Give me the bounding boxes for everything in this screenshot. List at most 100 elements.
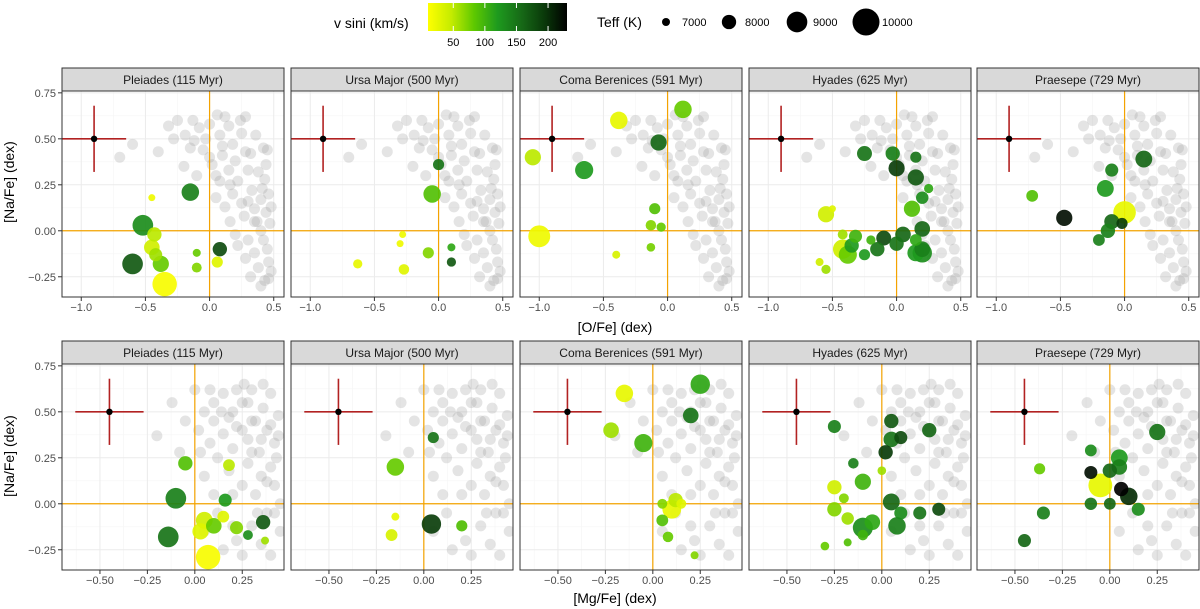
background-point	[885, 470, 897, 482]
x-tick-label: −1.0	[528, 302, 550, 314]
background-point	[486, 234, 498, 246]
star-point	[1113, 201, 1136, 224]
background-point	[246, 520, 258, 532]
background-point	[217, 428, 229, 440]
background-point	[488, 173, 500, 185]
star-point	[1084, 497, 1098, 511]
background-point	[1172, 402, 1184, 414]
background-point	[878, 170, 890, 182]
star-point	[894, 431, 908, 445]
star-point	[1131, 502, 1145, 516]
background-point	[471, 195, 483, 207]
star-point	[903, 200, 921, 217]
star-point	[854, 473, 871, 490]
error-bar-center	[548, 135, 556, 143]
teff-legend-circle	[662, 18, 670, 26]
background-point	[1178, 273, 1190, 285]
background-point	[1179, 217, 1191, 229]
x-tick-label: 0.5	[495, 302, 510, 314]
star-point	[261, 536, 270, 545]
background-point	[1157, 457, 1169, 469]
background-point	[224, 216, 236, 228]
background-point	[685, 188, 697, 200]
x-tick-label: 0.5	[1181, 302, 1196, 314]
background-point	[662, 384, 674, 396]
star-point	[122, 253, 143, 275]
star-point	[192, 523, 209, 540]
background-point	[704, 415, 716, 427]
background-point	[259, 274, 271, 286]
background-point	[723, 419, 735, 431]
background-point	[937, 415, 949, 427]
star-point	[1096, 180, 1114, 197]
background-point	[675, 428, 687, 440]
background-point	[672, 175, 684, 187]
background-point	[1172, 142, 1184, 154]
background-point	[1127, 452, 1139, 464]
background-point	[948, 507, 960, 519]
background-point	[1086, 114, 1098, 126]
panel-border	[976, 363, 1200, 571]
background-point	[1157, 195, 1169, 207]
background-point	[227, 138, 239, 150]
background-points	[380, 378, 513, 561]
background-point	[903, 140, 915, 152]
background-point	[231, 384, 243, 396]
star-point	[149, 248, 163, 262]
star-point	[682, 407, 699, 424]
background-point	[174, 446, 186, 458]
background-point	[700, 457, 712, 469]
x-tick-label: −0.5	[822, 302, 844, 314]
background-point	[460, 384, 472, 396]
background-point	[1151, 127, 1163, 139]
star-point	[192, 248, 201, 257]
star-point	[218, 493, 232, 507]
error-bar-center	[777, 135, 785, 143]
reference-lines	[62, 91, 284, 297]
background-point	[479, 415, 491, 427]
background-point	[1094, 415, 1106, 427]
background-point	[437, 415, 449, 427]
background-point	[1180, 265, 1192, 277]
background-point	[700, 164, 712, 176]
background-point	[263, 188, 275, 200]
background-point	[231, 535, 243, 547]
star-point	[148, 194, 156, 202]
background-point	[948, 243, 960, 255]
background-point	[467, 210, 479, 222]
error-bar-center	[319, 135, 327, 143]
background-point	[261, 424, 273, 436]
background-point	[1180, 549, 1192, 561]
background-point	[914, 443, 926, 455]
facet-row-Mg: −0.25 0.00 0.25 0.50 0.75 Pleiades (115 Myr) −…	[28, 340, 1200, 587]
background-point	[895, 397, 907, 409]
star-point	[423, 185, 441, 203]
background-point	[910, 411, 922, 423]
background-point	[380, 430, 392, 442]
background-point	[942, 194, 954, 206]
background-point	[901, 129, 913, 141]
panel-border	[748, 363, 972, 571]
background-point	[1094, 129, 1106, 141]
background-point	[446, 387, 458, 399]
star-point	[848, 458, 859, 469]
star-point	[230, 521, 244, 535]
background-point	[952, 265, 964, 277]
background-point	[933, 415, 945, 427]
background-point	[1171, 182, 1183, 194]
star-points	[157, 456, 271, 570]
background-point	[700, 397, 712, 409]
facet-label: Coma Berenices (591 Myr)	[559, 73, 702, 87]
background-point	[250, 415, 262, 427]
star-point	[828, 205, 836, 213]
x-axis-title-row1: [O/Fe] (dex)	[578, 319, 653, 335]
background-point	[1172, 234, 1184, 246]
x-tick-label: −0.50	[86, 575, 114, 587]
background-point	[1165, 129, 1177, 141]
facet-label: Hyades (625 Myr)	[812, 73, 907, 87]
background-point	[171, 114, 183, 126]
background-point	[700, 234, 712, 246]
background-point	[690, 175, 702, 187]
background-point	[937, 489, 949, 501]
star-point	[421, 514, 442, 534]
